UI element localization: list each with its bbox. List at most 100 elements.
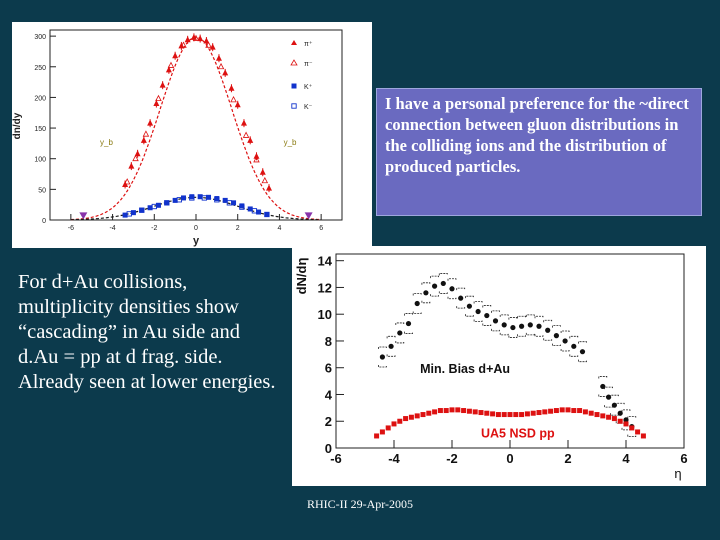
x-axis-label: y [193, 235, 200, 247]
x-tick-label: 4 [622, 451, 630, 466]
dAu-point [510, 324, 516, 331]
dAu-systematic-bracket [569, 335, 579, 357]
dAu-systematic-bracket [598, 376, 608, 397]
pp-point [507, 412, 513, 418]
dAu-point [600, 383, 606, 390]
y-tick-label: 14 [318, 254, 333, 269]
pp-point [490, 411, 496, 417]
x-tick-label: -6 [330, 451, 342, 466]
dAu-point [545, 327, 551, 333]
k-minus-point [264, 211, 270, 218]
x-tick-label: 6 [680, 451, 687, 466]
pp-point [374, 433, 380, 439]
pp-point [455, 407, 461, 413]
pi-plus-point [153, 100, 160, 107]
callout-box: I have a personal preference for the ~di… [376, 88, 702, 216]
pi-minus-point [142, 130, 150, 137]
pp-annotation: UA5 NSD pp [481, 426, 555, 440]
dAu-systematic-bracket [578, 341, 587, 363]
dAu-point [606, 394, 612, 400]
x-tick-label: -4 [388, 451, 400, 466]
dAu-systematic-bracket [621, 409, 631, 431]
dAu-systematic-bracket [412, 293, 422, 314]
pi-minus-point [192, 34, 200, 41]
dAu-systematic-bracket [404, 313, 413, 334]
pi-minus-point [242, 131, 250, 138]
pp-point [391, 421, 397, 427]
dAu-point [623, 417, 629, 423]
y-tick-label: 50 [38, 187, 46, 194]
beam-rapidity-label-left: y_b [100, 138, 113, 147]
legend-label: K⁺ [304, 84, 313, 91]
dAu-point [475, 308, 481, 315]
pp-point [565, 407, 571, 413]
k-plus-point [197, 194, 203, 200]
k-plus-point [147, 205, 153, 211]
pp-point [426, 410, 432, 416]
dAu-point [553, 333, 559, 339]
pp-point [403, 416, 409, 422]
legend-pi-plus-marker [291, 40, 297, 45]
pi-minus-point [132, 154, 139, 162]
dAu-systematic-bracket [610, 394, 619, 416]
y-tick-label: 12 [318, 280, 332, 295]
body-text: For d+Au collisions, multiplicity densit… [18, 271, 276, 393]
k-plus-point [189, 194, 195, 200]
y-tick-label: 2 [325, 414, 332, 429]
pi-plus-point [140, 136, 147, 143]
y-axis-label: dn/dy [12, 112, 23, 139]
pi-plus-point [253, 152, 260, 159]
x-tick-label: -6 [68, 225, 74, 232]
k-plus-point [122, 212, 128, 218]
x-tick-label: 6 [319, 225, 323, 232]
y-tick-label: 10 [318, 307, 332, 322]
pi-minus-point [253, 156, 260, 163]
dAu-systematic-bracket [447, 278, 457, 300]
pi-minus-point [230, 96, 237, 103]
k-plus-point [214, 196, 220, 202]
pi-minus-point [123, 178, 131, 185]
pi-plus-point [197, 35, 204, 42]
x-tick-label: -4 [109, 225, 115, 232]
k-plus-point [164, 200, 170, 206]
pi-minus-point [261, 176, 269, 184]
k-plus-point [264, 211, 270, 217]
pp-point [524, 411, 530, 417]
k-minus-point [239, 204, 245, 210]
pi-plus-point [134, 150, 141, 157]
y-axis-label: dN/dη [294, 258, 309, 295]
pp-point [397, 418, 403, 424]
dAu-systematic-bracket [456, 287, 466, 309]
pp-point [559, 407, 565, 413]
pi-minus-point [155, 94, 162, 102]
pi-plus-point [259, 168, 266, 175]
k-minus-point [226, 200, 233, 206]
beam-rapidity-marker [79, 212, 88, 220]
dAu-point [617, 410, 623, 416]
legend-label: π⁺ [304, 41, 313, 48]
pi-minus-point [217, 62, 225, 70]
dAu-point [405, 320, 412, 327]
dAu-point [458, 295, 464, 301]
x-tick-label: 2 [564, 451, 571, 466]
pi-plus-point [172, 52, 179, 59]
x-tick-label: 2 [236, 225, 240, 232]
y-tick-label: 150 [34, 126, 46, 133]
dAu-point [423, 290, 429, 296]
footer-date: RHIC-II 29-Apr-2005 [306, 497, 414, 511]
dAu-point [449, 286, 455, 292]
pp-point [594, 412, 600, 418]
pp-point [519, 412, 525, 418]
k-minus-point [151, 203, 157, 210]
pp-point [461, 408, 467, 414]
k-minus-point [176, 197, 182, 203]
dAu-systematic-bracket [534, 315, 544, 337]
pp-point [623, 421, 629, 427]
k-minus-point [201, 195, 207, 201]
pp-point [385, 425, 391, 431]
dAu-point [536, 323, 542, 329]
dAu-systematic-bracket [552, 325, 561, 347]
pi-plus-point [147, 119, 154, 126]
callout-text: I have a personal preference for the ~di… [385, 94, 689, 176]
